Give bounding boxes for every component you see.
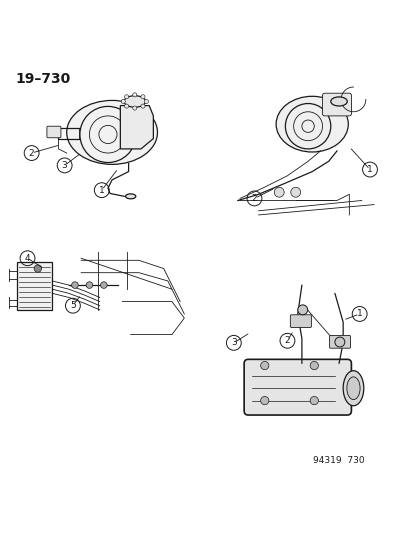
- Circle shape: [71, 282, 78, 288]
- Ellipse shape: [342, 370, 363, 406]
- FancyBboxPatch shape: [244, 359, 351, 415]
- Circle shape: [34, 265, 41, 272]
- Circle shape: [334, 337, 344, 347]
- Circle shape: [260, 397, 268, 405]
- Text: 1: 1: [356, 310, 362, 318]
- Text: 5: 5: [70, 301, 76, 310]
- Circle shape: [100, 282, 107, 288]
- Circle shape: [140, 95, 145, 99]
- Circle shape: [140, 104, 145, 108]
- FancyBboxPatch shape: [17, 262, 52, 310]
- Circle shape: [133, 93, 137, 97]
- Ellipse shape: [66, 100, 157, 164]
- Ellipse shape: [275, 96, 347, 152]
- FancyBboxPatch shape: [329, 335, 350, 348]
- Circle shape: [86, 282, 93, 288]
- Circle shape: [297, 305, 307, 315]
- Text: 3: 3: [62, 161, 67, 170]
- Circle shape: [260, 361, 268, 370]
- Circle shape: [121, 99, 125, 103]
- Ellipse shape: [346, 377, 359, 400]
- Circle shape: [124, 95, 128, 99]
- Ellipse shape: [124, 96, 145, 107]
- Text: 94319  730: 94319 730: [313, 456, 364, 465]
- Circle shape: [133, 106, 137, 110]
- Circle shape: [309, 361, 318, 370]
- FancyBboxPatch shape: [322, 93, 351, 116]
- Ellipse shape: [330, 97, 347, 106]
- Text: 2: 2: [251, 194, 256, 203]
- Text: 1: 1: [99, 185, 104, 195]
- Text: 3: 3: [230, 338, 236, 348]
- Circle shape: [309, 397, 318, 405]
- Ellipse shape: [125, 194, 135, 199]
- Polygon shape: [120, 106, 153, 149]
- Text: 19–730: 19–730: [15, 72, 70, 86]
- Text: 4: 4: [25, 254, 30, 263]
- Text: 2: 2: [284, 336, 290, 345]
- Text: 2: 2: [29, 149, 34, 158]
- Circle shape: [273, 187, 283, 197]
- Circle shape: [290, 187, 300, 197]
- Text: 1: 1: [366, 165, 372, 174]
- FancyBboxPatch shape: [290, 315, 311, 328]
- Circle shape: [144, 99, 148, 103]
- Circle shape: [124, 104, 128, 108]
- FancyBboxPatch shape: [47, 126, 61, 138]
